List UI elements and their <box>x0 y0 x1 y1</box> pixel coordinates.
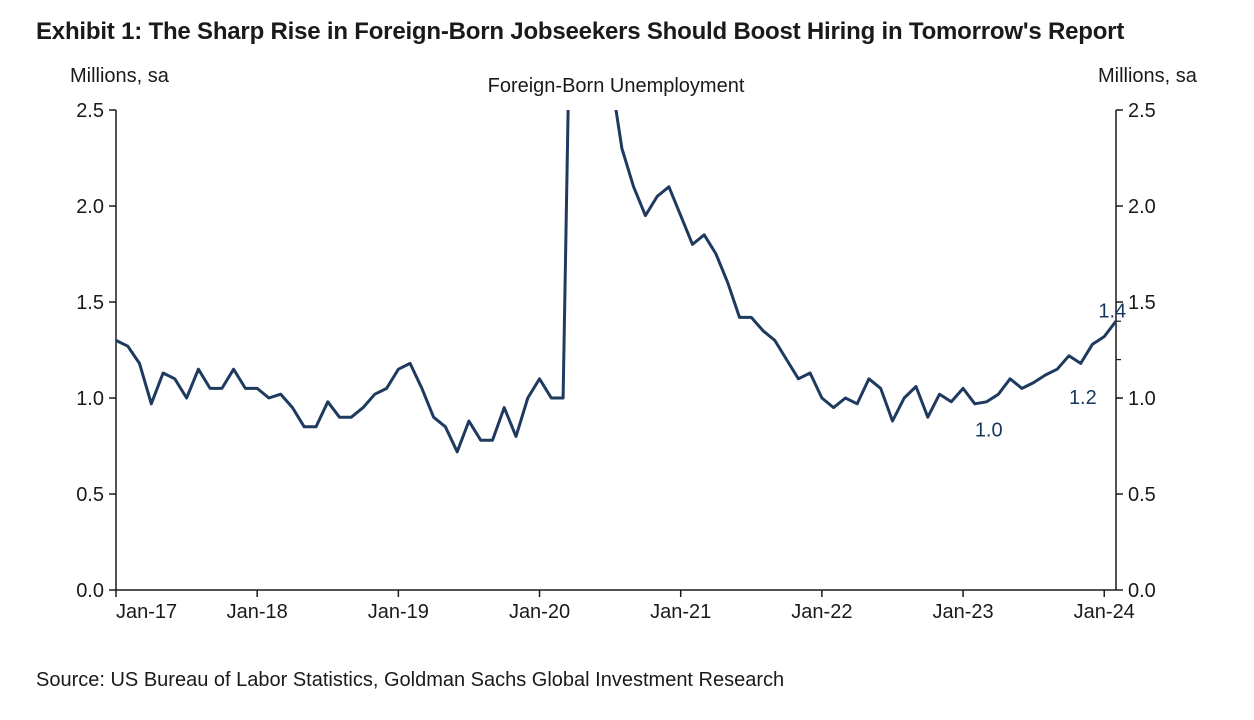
y-tick-right: 0.5 <box>1128 484 1156 506</box>
series-line <box>116 52 1116 452</box>
exhibit-title: Exhibit 1: The Sharp Rise in Foreign-Bor… <box>36 18 1218 46</box>
y-axis-left-label: Millions, sa <box>70 65 170 87</box>
data-annotation: 1.2 <box>1069 387 1097 409</box>
y-tick-left: 0.5 <box>76 484 104 506</box>
x-tick: Jan-22 <box>791 601 852 623</box>
plot-title: Foreign-Born Unemployment <box>488 75 745 97</box>
y-tick-left: 1.5 <box>76 292 104 314</box>
x-tick: Jan-20 <box>509 601 570 623</box>
x-tick: Jan-21 <box>650 601 711 623</box>
y-axis-right-label: Millions, sa <box>1098 65 1198 87</box>
chart-container: Millions, sa Millions, sa Foreign-Born Une… <box>36 52 1216 652</box>
exhibit-page: Exhibit 1: The Sharp Rise in Foreign-Bor… <box>0 0 1254 720</box>
x-tick: Jan-17 <box>116 601 177 623</box>
y-tick-left: 2.0 <box>76 196 104 218</box>
x-tick: Jan-24 <box>1074 601 1135 623</box>
y-tick-right: 1.5 <box>1128 292 1156 314</box>
y-tick-right: 1.0 <box>1128 388 1156 410</box>
y-tick-right: 2.5 <box>1128 100 1156 122</box>
data-annotation: 1.0 <box>975 420 1003 442</box>
x-tick: Jan-23 <box>932 601 993 623</box>
x-tick: Jan-19 <box>368 601 429 623</box>
data-annotation: 1.4 <box>1098 301 1126 323</box>
y-tick-left: 1.0 <box>76 388 104 410</box>
y-tick-right: 2.0 <box>1128 196 1156 218</box>
y-tick-left: 2.5 <box>76 100 104 122</box>
x-tick: Jan-18 <box>227 601 288 623</box>
source-text: Source: US Bureau of Labor Statistics, G… <box>36 669 784 692</box>
y-tick-left: 0.0 <box>76 580 104 602</box>
y-tick-right: 0.0 <box>1128 580 1156 602</box>
line-chart: Millions, sa Millions, sa Foreign-Born Une… <box>36 52 1216 652</box>
